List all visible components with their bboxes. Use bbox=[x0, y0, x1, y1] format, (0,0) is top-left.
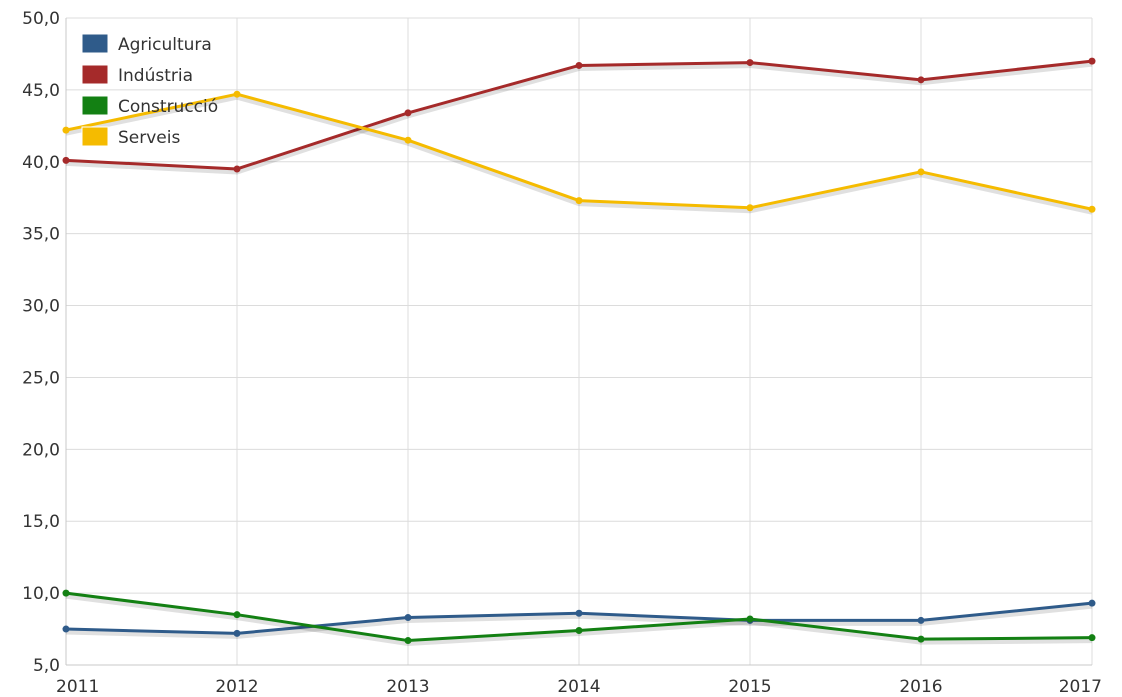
y-tick-label: 45,0 bbox=[22, 81, 60, 101]
data-point bbox=[746, 204, 754, 212]
y-tick-label: 15,0 bbox=[22, 512, 60, 532]
x-tick-label: 2011 bbox=[56, 677, 99, 697]
data-point bbox=[62, 589, 70, 597]
data-point bbox=[233, 611, 241, 619]
legend: Agricultura Indústria Construcció Serveis bbox=[81, 33, 218, 148]
data-point bbox=[62, 126, 70, 134]
x-tick-label: 2013 bbox=[386, 677, 429, 697]
series-serveis bbox=[62, 90, 1096, 215]
x-tick-label: 2014 bbox=[557, 677, 600, 697]
data-point bbox=[404, 614, 412, 622]
data-point bbox=[233, 165, 241, 173]
data-point bbox=[62, 156, 70, 164]
legend-item: Serveis bbox=[81, 126, 180, 148]
data-point bbox=[233, 90, 241, 98]
data-point bbox=[1088, 205, 1096, 213]
data-point bbox=[404, 637, 412, 645]
legend-label: Serveis bbox=[118, 128, 180, 148]
data-point bbox=[746, 615, 754, 623]
axes: 5,0 10,0 15,0 20,0 25,0 30,0 35,0 40,0 45,0 50,0 2… bbox=[22, 9, 1102, 697]
legend-label: Indústria bbox=[118, 66, 193, 86]
y-tick-label: 50,0 bbox=[22, 9, 60, 29]
y-tick-label: 5,0 bbox=[33, 656, 60, 676]
data-point bbox=[917, 168, 925, 176]
legend-swatch bbox=[81, 126, 109, 147]
legend-label: Agricultura bbox=[118, 35, 212, 55]
data-point bbox=[404, 109, 412, 117]
legend-swatch bbox=[81, 95, 109, 116]
data-point bbox=[575, 61, 583, 69]
data-point bbox=[917, 616, 925, 624]
x-tick-label: 2017 bbox=[1059, 677, 1102, 697]
grid bbox=[65, 17, 1093, 666]
data-point bbox=[233, 629, 241, 637]
legend-swatch bbox=[81, 33, 109, 54]
data-point bbox=[1088, 57, 1096, 65]
series-indústria bbox=[62, 57, 1096, 175]
y-tick-label: 30,0 bbox=[22, 297, 60, 317]
data-point bbox=[917, 76, 925, 84]
data-point bbox=[404, 136, 412, 144]
y-tick-label: 10,0 bbox=[22, 584, 60, 604]
legend-swatch bbox=[81, 64, 109, 85]
data-point bbox=[62, 625, 70, 633]
x-tick-label: 2015 bbox=[728, 677, 771, 697]
data-point bbox=[1088, 634, 1096, 642]
x-tick-label: 2016 bbox=[899, 677, 942, 697]
data-point bbox=[917, 635, 925, 643]
series-construcció bbox=[62, 589, 1096, 647]
data-point bbox=[575, 626, 583, 634]
data-point bbox=[575, 609, 583, 617]
series-layer bbox=[62, 57, 1096, 647]
data-point bbox=[1088, 599, 1096, 607]
data-point bbox=[746, 59, 754, 67]
legend-item: Construcció bbox=[81, 95, 218, 117]
y-tick-label: 25,0 bbox=[22, 368, 60, 388]
data-point bbox=[575, 197, 583, 205]
legend-label: Construcció bbox=[118, 97, 218, 117]
y-tick-label: 40,0 bbox=[22, 153, 60, 173]
legend-item: Indústria bbox=[81, 64, 193, 86]
x-tick-label: 2012 bbox=[215, 677, 258, 697]
y-tick-label: 35,0 bbox=[22, 225, 60, 245]
legend-item: Agricultura bbox=[81, 33, 212, 55]
y-tick-label: 20,0 bbox=[22, 440, 60, 460]
